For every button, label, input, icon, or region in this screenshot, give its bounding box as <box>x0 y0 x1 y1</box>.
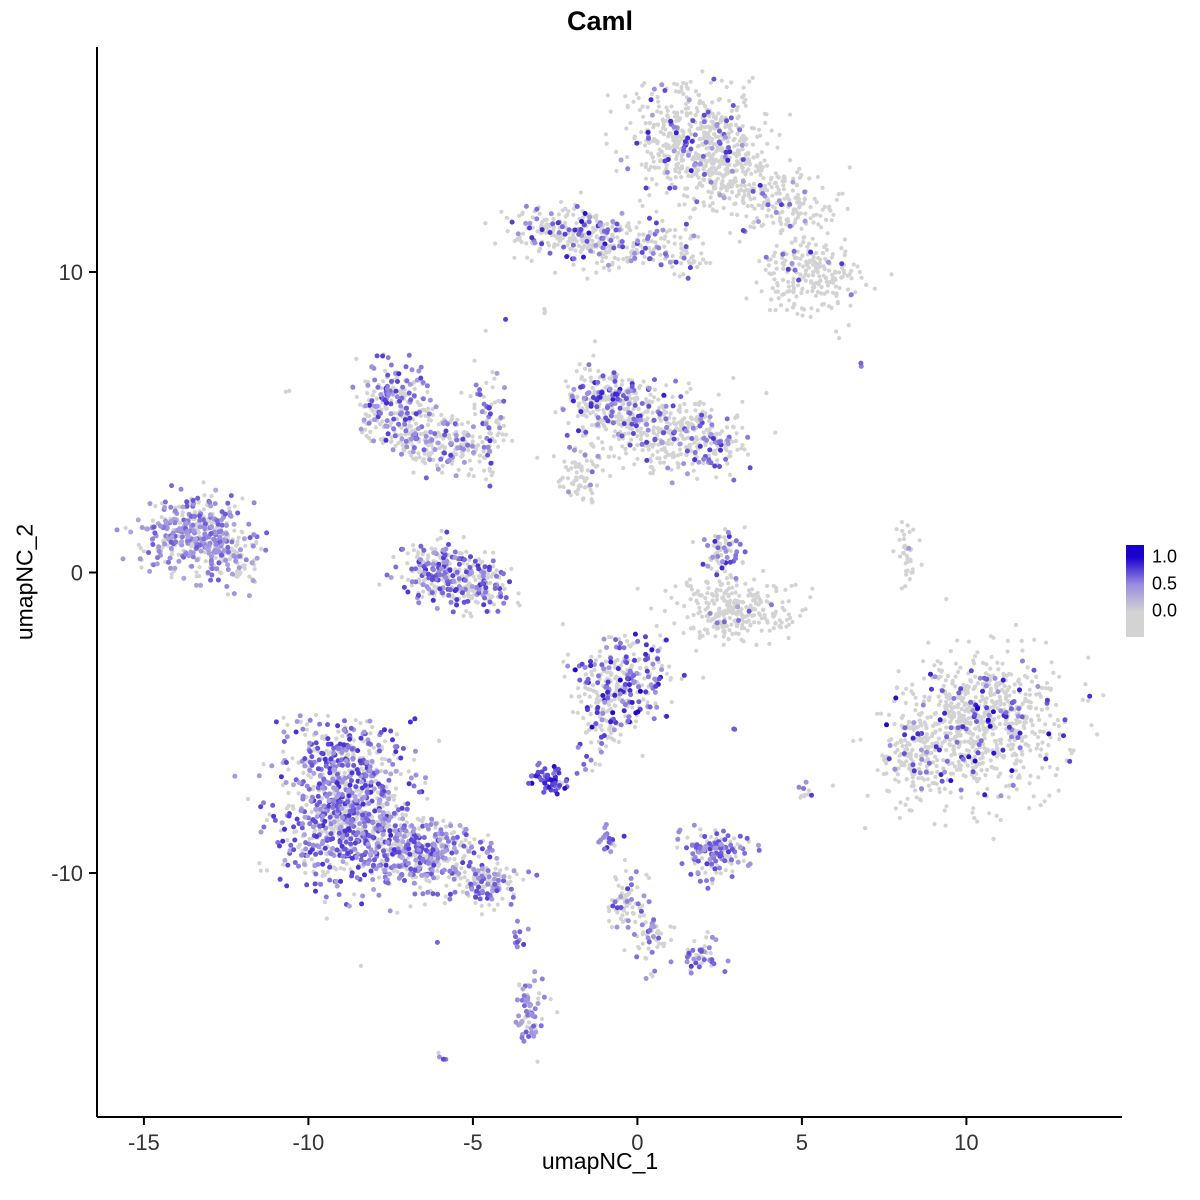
legend-gradient-bar <box>1126 545 1144 637</box>
scatter-points <box>114 69 1106 1064</box>
legend-label-mid: 0.5 <box>1152 573 1178 594</box>
plot-title: Caml <box>566 6 634 36</box>
y-axis-label: umapNC_2 <box>11 523 38 641</box>
legend-label-low: 0.0 <box>1152 600 1178 621</box>
x-axis-label: umapNC_1 <box>541 1148 659 1174</box>
legend-label-high: 1.0 <box>1152 546 1178 567</box>
